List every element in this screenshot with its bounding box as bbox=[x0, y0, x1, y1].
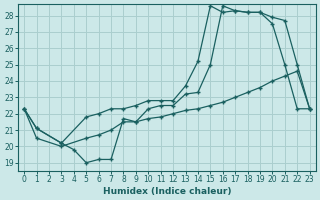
X-axis label: Humidex (Indice chaleur): Humidex (Indice chaleur) bbox=[103, 187, 231, 196]
